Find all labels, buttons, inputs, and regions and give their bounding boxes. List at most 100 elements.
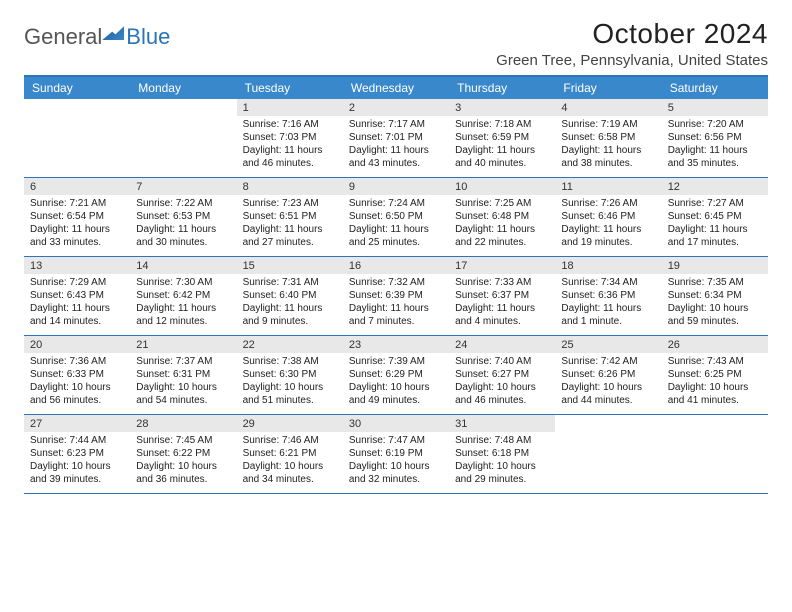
- weekday-header: Saturday: [662, 77, 768, 99]
- sunrise-line: Sunrise: 7:18 AM: [455, 118, 549, 131]
- day-number-bar: 2: [343, 99, 449, 116]
- week-row: 13Sunrise: 7:29 AMSunset: 6:43 PMDayligh…: [24, 257, 768, 336]
- day-number-bar: 6: [24, 178, 130, 195]
- calendar-grid: SundayMondayTuesdayWednesdayThursdayFrid…: [24, 75, 768, 494]
- day-cell: 1Sunrise: 7:16 AMSunset: 7:03 PMDaylight…: [237, 99, 343, 177]
- day-number-bar: 9: [343, 178, 449, 195]
- day-cell: 12Sunrise: 7:27 AMSunset: 6:45 PMDayligh…: [662, 178, 768, 256]
- day-number-bar: 25: [555, 336, 661, 353]
- day-number-bar: [662, 415, 768, 432]
- day-body: Sunrise: 7:37 AMSunset: 6:31 PMDaylight:…: [130, 353, 236, 411]
- sunset-line: Sunset: 6:19 PM: [349, 447, 443, 460]
- day-cell: 21Sunrise: 7:37 AMSunset: 6:31 PMDayligh…: [130, 336, 236, 414]
- day-body: Sunrise: 7:47 AMSunset: 6:19 PMDaylight:…: [343, 432, 449, 490]
- day-cell: 23Sunrise: 7:39 AMSunset: 6:29 PMDayligh…: [343, 336, 449, 414]
- title-block: October 2024 Green Tree, Pennsylvania, U…: [496, 18, 768, 69]
- sunset-line: Sunset: 7:01 PM: [349, 131, 443, 144]
- daylight-line: Daylight: 11 hours and 1 minute.: [561, 302, 655, 328]
- day-body: Sunrise: 7:19 AMSunset: 6:58 PMDaylight:…: [555, 116, 661, 174]
- sunrise-line: Sunrise: 7:17 AM: [349, 118, 443, 131]
- daylight-line: Daylight: 10 hours and 59 minutes.: [668, 302, 762, 328]
- sunset-line: Sunset: 6:46 PM: [561, 210, 655, 223]
- sunrise-line: Sunrise: 7:45 AM: [136, 434, 230, 447]
- header: General Blue October 2024 Green Tree, Pe…: [24, 18, 768, 69]
- day-cell: [130, 99, 236, 177]
- day-body: Sunrise: 7:31 AMSunset: 6:40 PMDaylight:…: [237, 274, 343, 332]
- week-row: 27Sunrise: 7:44 AMSunset: 6:23 PMDayligh…: [24, 415, 768, 494]
- day-body: Sunrise: 7:25 AMSunset: 6:48 PMDaylight:…: [449, 195, 555, 253]
- daylight-line: Daylight: 11 hours and 12 minutes.: [136, 302, 230, 328]
- day-cell: 18Sunrise: 7:34 AMSunset: 6:36 PMDayligh…: [555, 257, 661, 335]
- sunrise-line: Sunrise: 7:29 AM: [30, 276, 124, 289]
- day-cell: 19Sunrise: 7:35 AMSunset: 6:34 PMDayligh…: [662, 257, 768, 335]
- day-cell: 29Sunrise: 7:46 AMSunset: 6:21 PMDayligh…: [237, 415, 343, 493]
- day-number-bar: 20: [24, 336, 130, 353]
- day-number-bar: [24, 99, 130, 116]
- day-cell: 3Sunrise: 7:18 AMSunset: 6:59 PMDaylight…: [449, 99, 555, 177]
- logo: General Blue: [24, 18, 170, 50]
- sunset-line: Sunset: 6:58 PM: [561, 131, 655, 144]
- sunset-line: Sunset: 6:48 PM: [455, 210, 549, 223]
- sunrise-line: Sunrise: 7:37 AM: [136, 355, 230, 368]
- week-row: 20Sunrise: 7:36 AMSunset: 6:33 PMDayligh…: [24, 336, 768, 415]
- day-cell: 25Sunrise: 7:42 AMSunset: 6:26 PMDayligh…: [555, 336, 661, 414]
- sunrise-line: Sunrise: 7:46 AM: [243, 434, 337, 447]
- sunset-line: Sunset: 6:43 PM: [30, 289, 124, 302]
- day-number-bar: 21: [130, 336, 236, 353]
- sunset-line: Sunset: 6:36 PM: [561, 289, 655, 302]
- daylight-line: Daylight: 10 hours and 54 minutes.: [136, 381, 230, 407]
- daylight-line: Daylight: 11 hours and 4 minutes.: [455, 302, 549, 328]
- daylight-line: Daylight: 10 hours and 32 minutes.: [349, 460, 443, 486]
- day-cell: 20Sunrise: 7:36 AMSunset: 6:33 PMDayligh…: [24, 336, 130, 414]
- day-body: Sunrise: 7:16 AMSunset: 7:03 PMDaylight:…: [237, 116, 343, 174]
- day-cell: 9Sunrise: 7:24 AMSunset: 6:50 PMDaylight…: [343, 178, 449, 256]
- sunrise-line: Sunrise: 7:30 AM: [136, 276, 230, 289]
- day-cell: 11Sunrise: 7:26 AMSunset: 6:46 PMDayligh…: [555, 178, 661, 256]
- sunrise-line: Sunrise: 7:19 AM: [561, 118, 655, 131]
- logo-text-general: General: [24, 24, 102, 50]
- sunset-line: Sunset: 6:51 PM: [243, 210, 337, 223]
- day-number-bar: 5: [662, 99, 768, 116]
- week-row: 6Sunrise: 7:21 AMSunset: 6:54 PMDaylight…: [24, 178, 768, 257]
- day-number-bar: 12: [662, 178, 768, 195]
- sunrise-line: Sunrise: 7:43 AM: [668, 355, 762, 368]
- sunrise-line: Sunrise: 7:34 AM: [561, 276, 655, 289]
- day-body: Sunrise: 7:36 AMSunset: 6:33 PMDaylight:…: [24, 353, 130, 411]
- day-cell: 26Sunrise: 7:43 AMSunset: 6:25 PMDayligh…: [662, 336, 768, 414]
- day-number-bar: 23: [343, 336, 449, 353]
- sunset-line: Sunset: 6:37 PM: [455, 289, 549, 302]
- daylight-line: Daylight: 11 hours and 33 minutes.: [30, 223, 124, 249]
- sunset-line: Sunset: 7:03 PM: [243, 131, 337, 144]
- day-number-bar: 17: [449, 257, 555, 274]
- day-cell: 17Sunrise: 7:33 AMSunset: 6:37 PMDayligh…: [449, 257, 555, 335]
- day-cell: 6Sunrise: 7:21 AMSunset: 6:54 PMDaylight…: [24, 178, 130, 256]
- sunrise-line: Sunrise: 7:20 AM: [668, 118, 762, 131]
- sunset-line: Sunset: 6:50 PM: [349, 210, 443, 223]
- day-number-bar: [555, 415, 661, 432]
- daylight-line: Daylight: 11 hours and 9 minutes.: [243, 302, 337, 328]
- daylight-line: Daylight: 11 hours and 46 minutes.: [243, 144, 337, 170]
- weekday-header-row: SundayMondayTuesdayWednesdayThursdayFrid…: [24, 77, 768, 99]
- day-body: Sunrise: 7:48 AMSunset: 6:18 PMDaylight:…: [449, 432, 555, 490]
- day-cell: 5Sunrise: 7:20 AMSunset: 6:56 PMDaylight…: [662, 99, 768, 177]
- sunrise-line: Sunrise: 7:38 AM: [243, 355, 337, 368]
- daylight-line: Daylight: 11 hours and 43 minutes.: [349, 144, 443, 170]
- sunrise-line: Sunrise: 7:48 AM: [455, 434, 549, 447]
- daylight-line: Daylight: 11 hours and 38 minutes.: [561, 144, 655, 170]
- sunrise-line: Sunrise: 7:31 AM: [243, 276, 337, 289]
- sunset-line: Sunset: 6:31 PM: [136, 368, 230, 381]
- daylight-line: Daylight: 10 hours and 29 minutes.: [455, 460, 549, 486]
- day-number-bar: 19: [662, 257, 768, 274]
- daylight-line: Daylight: 10 hours and 49 minutes.: [349, 381, 443, 407]
- sunrise-line: Sunrise: 7:21 AM: [30, 197, 124, 210]
- day-body: Sunrise: 7:24 AMSunset: 6:50 PMDaylight:…: [343, 195, 449, 253]
- sunset-line: Sunset: 6:53 PM: [136, 210, 230, 223]
- day-number-bar: [130, 99, 236, 116]
- day-body: Sunrise: 7:29 AMSunset: 6:43 PMDaylight:…: [24, 274, 130, 332]
- daylight-line: Daylight: 10 hours and 46 minutes.: [455, 381, 549, 407]
- day-body: Sunrise: 7:21 AMSunset: 6:54 PMDaylight:…: [24, 195, 130, 253]
- day-cell: 14Sunrise: 7:30 AMSunset: 6:42 PMDayligh…: [130, 257, 236, 335]
- daylight-line: Daylight: 11 hours and 14 minutes.: [30, 302, 124, 328]
- weekday-header: Sunday: [24, 77, 130, 99]
- day-body: Sunrise: 7:40 AMSunset: 6:27 PMDaylight:…: [449, 353, 555, 411]
